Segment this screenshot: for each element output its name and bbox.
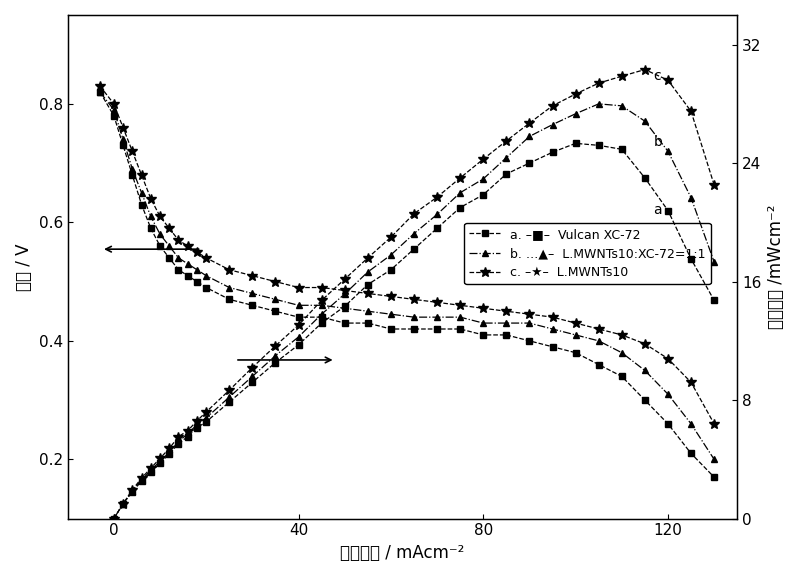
Legend: a. –■–  Vulcan XC-72, b. …▲–  L.MWNTs10:XC-72=1:1, c. –★–  L.MWNTs10: a. –■– Vulcan XC-72, b. …▲– L.MWNTs10:XC… bbox=[464, 223, 711, 284]
Y-axis label: 电压 / V: 电压 / V bbox=[15, 243, 33, 291]
Text: a: a bbox=[654, 203, 662, 217]
Y-axis label: 功率密度 /mWcm⁻²: 功率密度 /mWcm⁻² bbox=[767, 204, 785, 329]
X-axis label: 电流密度 / mAcm⁻²: 电流密度 / mAcm⁻² bbox=[340, 544, 465, 562]
Text: c: c bbox=[654, 69, 661, 84]
Text: b: b bbox=[654, 135, 662, 149]
